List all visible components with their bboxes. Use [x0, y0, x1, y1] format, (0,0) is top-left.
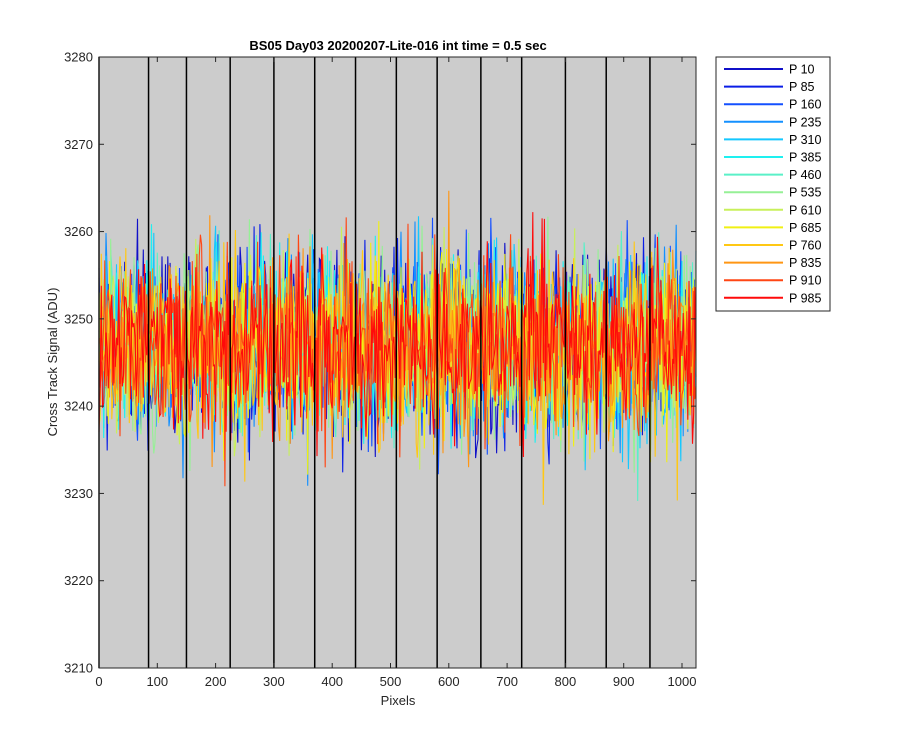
x-tick-label: 200 [205, 674, 227, 689]
series-line-p985 [98, 212, 697, 458]
legend-label: P 310 [789, 133, 821, 147]
y-tick-label: 3230 [64, 486, 93, 501]
y-tick-label: 3240 [64, 399, 93, 414]
legend: P 10 P 85 P 160 P 235 P 310 P 385 P 460 P 535 P … [715, 56, 831, 312]
x-tick-label: 600 [438, 674, 460, 689]
plot-frame [98, 56, 697, 669]
y-axis-label: Cross Track Signal (ADU) [45, 288, 60, 437]
legend-label: P 235 [789, 115, 821, 129]
y-tick-label: 3250 [64, 311, 93, 326]
legend-label: P 835 [789, 256, 821, 270]
y-tick-label: 3210 [64, 661, 93, 676]
data-layer [98, 190, 697, 505]
legend-label: P 760 [789, 239, 821, 253]
legend-label: P 985 [789, 291, 821, 305]
x-axis-label: Pixels [381, 693, 416, 708]
legend-label: P 685 [789, 221, 821, 235]
legend-label: P 535 [789, 186, 821, 200]
legend-label: P 610 [789, 203, 821, 217]
legend-label: P 385 [789, 151, 821, 165]
x-tick-label: 800 [555, 674, 577, 689]
legend-label: P 85 [789, 80, 815, 94]
x-tick-label: 300 [263, 674, 285, 689]
legend-label: P 460 [789, 168, 821, 182]
legend-box [715, 56, 831, 312]
legend-label: P 10 [789, 63, 815, 77]
chart-title: BS05 Day03 20200207-Lite-016 int time = … [249, 38, 546, 53]
y-axis-ticks: 3210 3220 3230 3240 3250 3260 3270 3280 [64, 50, 696, 676]
x-tick-label: 900 [613, 674, 635, 689]
legend-label: P 910 [789, 274, 821, 288]
legend-label: P 160 [789, 98, 821, 112]
y-tick-label: 3220 [64, 573, 93, 588]
x-tick-label: 1000 [668, 674, 697, 689]
y-tick-label: 3260 [64, 224, 93, 239]
x-axis-ticks: 0 100 200 300 400 500 600 700 800 900 1000 [95, 57, 696, 689]
x-tick-label: 500 [380, 674, 402, 689]
x-tick-label: 100 [146, 674, 168, 689]
x-tick-label: 400 [321, 674, 343, 689]
y-tick-label: 3280 [64, 50, 93, 65]
x-tick-label: 700 [496, 674, 518, 689]
y-tick-label: 3270 [64, 137, 93, 152]
x-tick-label: 0 [95, 674, 102, 689]
